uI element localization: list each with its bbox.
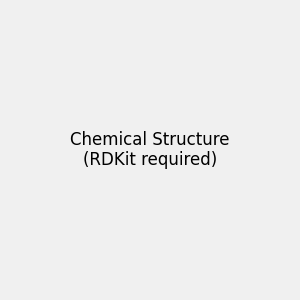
Text: Chemical Structure
(RDKit required): Chemical Structure (RDKit required) xyxy=(70,130,230,170)
